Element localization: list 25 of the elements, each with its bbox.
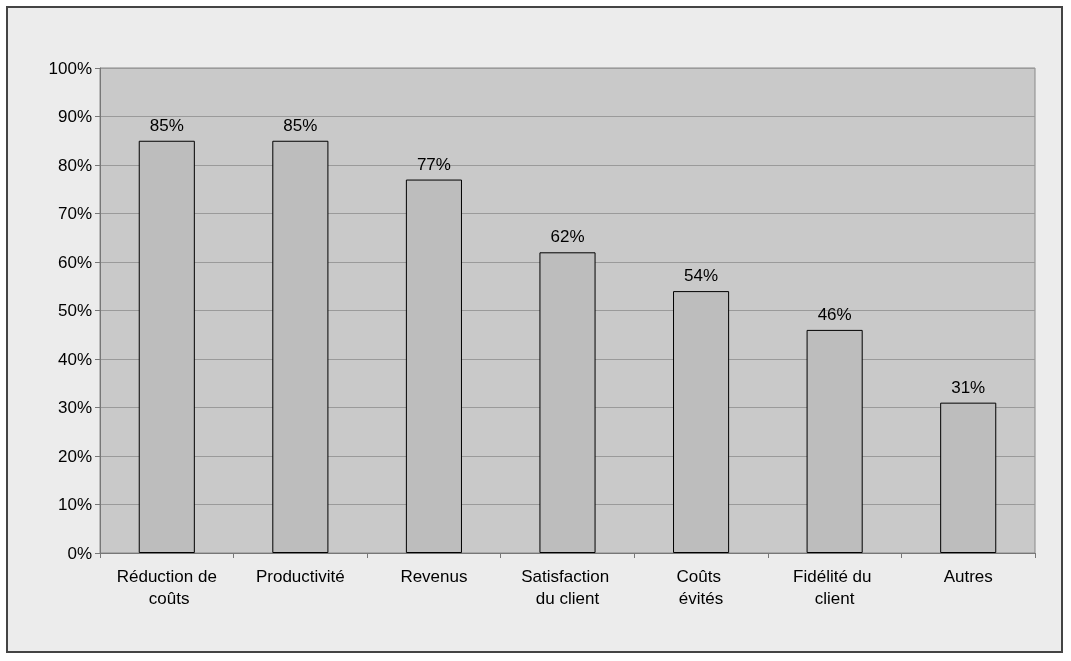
data-label: 31% (951, 377, 986, 397)
x-tick-label: Coûts évités (676, 566, 726, 608)
y-tick-label: 30% (57, 398, 92, 417)
y-tick-label: 50% (57, 301, 92, 320)
y-tick-label: 100% (48, 58, 92, 78)
x-tick-label: Productivité (255, 566, 345, 586)
x-tick-label: Satisfaction du client (521, 566, 614, 608)
y-tick-label: 40% (57, 349, 92, 369)
x-tick-label: Fidélité du client (793, 566, 877, 608)
x-tick-label: Réduction de coûts (116, 566, 217, 608)
x-tick-label: Revenus (400, 566, 468, 586)
y-tick-label: 0% (67, 543, 92, 563)
data-label: 77% (416, 154, 451, 174)
data-label: 85% (283, 115, 318, 135)
data-label: 62% (550, 227, 585, 247)
data-label: 85% (149, 115, 184, 135)
data-label: 54% (684, 266, 719, 286)
y-tick-label: 80% (57, 155, 92, 175)
y-tick-label: 10% (57, 495, 92, 514)
y-tick-label: 60% (57, 252, 92, 272)
y-tick-label: 90% (57, 107, 92, 126)
y-tick-label: 20% (57, 446, 92, 466)
y-tick-label: 70% (57, 204, 92, 223)
x-tick-label: Autres (943, 566, 993, 586)
data-label: 46% (817, 304, 852, 324)
